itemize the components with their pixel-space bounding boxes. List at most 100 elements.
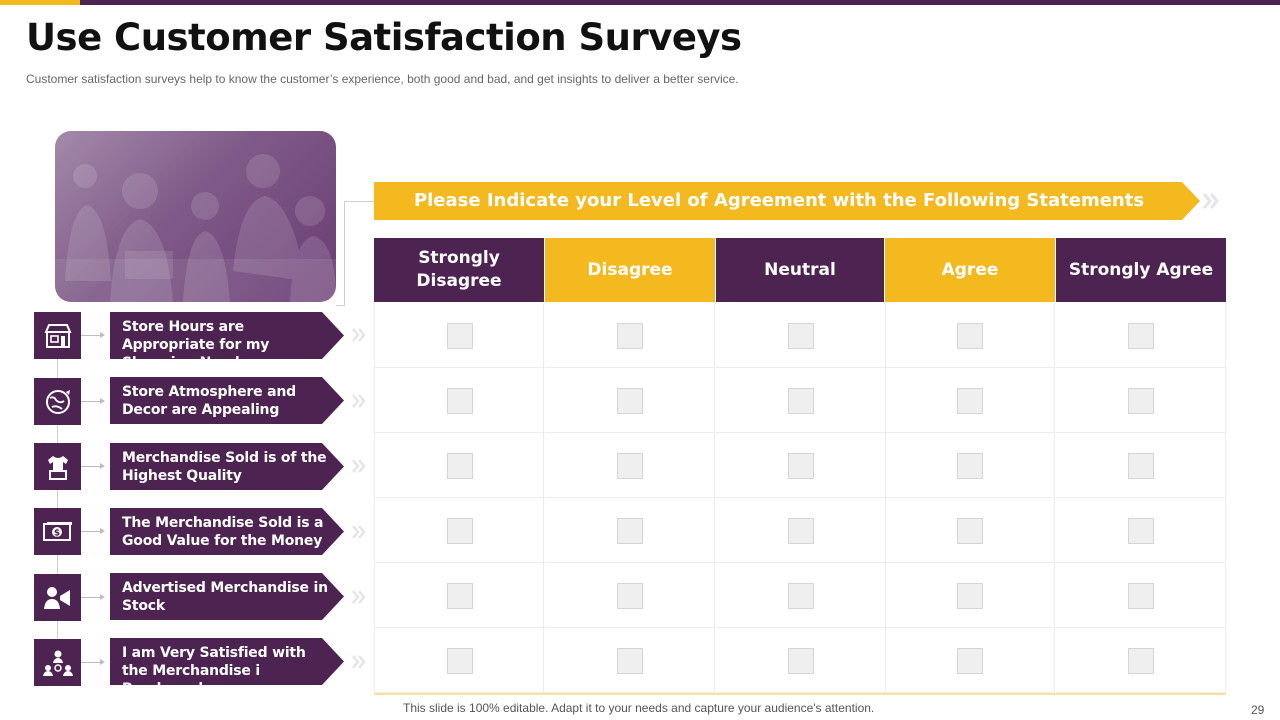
response-checkbox[interactable] <box>617 453 643 479</box>
statement-label: The Merchandise Sold is a Good Value for… <box>122 515 324 549</box>
statement-3: Merchandise Sold is of the Highest Quali… <box>110 443 344 490</box>
response-checkbox[interactable] <box>1128 453 1154 479</box>
response-cell <box>374 563 544 628</box>
photo-connector <box>344 201 374 202</box>
statement-6: I am Very Satisfied with the Merchandise… <box>110 638 344 697</box>
response-cell <box>716 498 886 563</box>
response-checkbox[interactable] <box>617 518 643 544</box>
response-checkbox[interactable] <box>617 323 643 349</box>
statement-label: I am Very Satisfied with the Merchandise… <box>122 645 306 697</box>
response-cell <box>545 498 715 563</box>
response-checkbox[interactable] <box>788 518 814 544</box>
globe-decor-icon <box>45 389 70 414</box>
response-cell <box>374 433 544 498</box>
megaphone-person-icon <box>43 586 70 609</box>
response-checkbox[interactable] <box>1128 388 1154 414</box>
row-connector-arrow <box>81 463 105 469</box>
response-checkbox[interactable] <box>447 453 473 479</box>
statement-5: Advertised Merchandise in Stock <box>110 573 344 620</box>
double-chevron-icon <box>352 394 366 408</box>
response-checkbox[interactable] <box>788 648 814 674</box>
response-cell <box>545 303 715 368</box>
response-cell <box>716 303 886 368</box>
response-checkbox[interactable] <box>957 518 983 544</box>
users-satisfied-icon-box <box>34 639 81 686</box>
response-cell <box>885 368 1055 433</box>
column-header-strongly-agree: Strongly Agree <box>1056 238 1226 302</box>
response-cell <box>885 628 1055 693</box>
response-checkbox[interactable] <box>1128 583 1154 609</box>
response-checkbox[interactable] <box>957 648 983 674</box>
response-checkbox[interactable] <box>957 453 983 479</box>
response-checkbox[interactable] <box>957 323 983 349</box>
row-connector-arrow <box>81 594 105 600</box>
response-cell <box>716 628 886 693</box>
statement-1: Store Hours are Appropriate for my Shopp… <box>110 312 344 371</box>
double-chevron-icon <box>352 328 366 342</box>
response-checkbox[interactable] <box>447 648 473 674</box>
top-accent-gold <box>0 0 80 5</box>
column-header-agree: Agree <box>885 238 1055 302</box>
response-cell <box>1056 498 1226 563</box>
response-checkbox[interactable] <box>617 583 643 609</box>
response-checkbox[interactable] <box>788 323 814 349</box>
response-cell <box>374 628 544 693</box>
response-cell <box>1056 433 1226 498</box>
question-banner: Please Indicate your Level of Agreement … <box>374 182 1200 220</box>
dollar-bill-icon: $ <box>42 521 72 541</box>
store-icon <box>43 323 72 348</box>
double-chevron-icon <box>352 525 366 539</box>
response-checkbox[interactable] <box>1128 323 1154 349</box>
globe-decor-icon-box <box>34 378 81 425</box>
response-checkbox[interactable] <box>447 323 473 349</box>
photo-connector <box>344 201 345 306</box>
icon-connector <box>57 489 58 508</box>
response-cell <box>545 368 715 433</box>
response-cell <box>716 433 886 498</box>
response-checkbox[interactable] <box>788 583 814 609</box>
top-accent-bar <box>0 0 1280 5</box>
double-chevron-icon <box>352 655 366 669</box>
response-cell <box>545 433 715 498</box>
shirt-box-icon <box>47 455 68 480</box>
response-checkbox[interactable] <box>957 388 983 414</box>
response-cell <box>374 303 544 368</box>
banner-text: Please Indicate your Level of Agreement … <box>413 190 1145 211</box>
response-cell <box>545 628 715 693</box>
page-title: Use Customer Satisfaction Surveys <box>26 16 742 59</box>
statement-label: Store Hours are Appropriate for my Shopp… <box>122 319 270 371</box>
response-cell <box>885 433 1055 498</box>
dollar-bill-icon-box: $ <box>34 508 81 555</box>
statement-4: The Merchandise Sold is a Good Value for… <box>110 508 344 555</box>
row-connector-arrow <box>81 332 105 338</box>
response-checkbox[interactable] <box>447 518 473 544</box>
icon-connector <box>57 424 58 443</box>
response-checkbox[interactable] <box>788 453 814 479</box>
response-cell <box>885 303 1055 368</box>
response-checkbox[interactable] <box>1128 518 1154 544</box>
column-header-disagree: Disagree <box>545 238 715 302</box>
response-checkbox[interactable] <box>617 388 643 414</box>
response-checkbox[interactable] <box>788 388 814 414</box>
response-checkbox[interactable] <box>957 583 983 609</box>
icon-connector <box>57 358 58 378</box>
response-checkbox[interactable] <box>447 388 473 414</box>
icon-connector <box>57 620 58 639</box>
response-cell <box>1056 368 1226 433</box>
svg-text:$: $ <box>53 528 59 538</box>
double-chevron-icon <box>352 459 366 473</box>
response-checkbox[interactable] <box>447 583 473 609</box>
response-checkbox[interactable] <box>617 648 643 674</box>
double-chevron-icon <box>1203 193 1219 209</box>
response-cell <box>885 563 1055 628</box>
response-cell <box>374 498 544 563</box>
shirt-box-icon-box <box>34 443 81 490</box>
response-cell <box>716 563 886 628</box>
statement-label: Advertised Merchandise in Stock <box>122 580 328 614</box>
grid-bottom-rule <box>374 693 1226 695</box>
statement-label: Store Atmosphere and Decor are Appealing <box>122 384 296 418</box>
response-cell <box>1056 563 1226 628</box>
response-checkbox[interactable] <box>1128 648 1154 674</box>
column-header-strongly-disagree: Strongly Disagree <box>374 238 544 302</box>
page-number: 29 <box>1251 703 1265 717</box>
